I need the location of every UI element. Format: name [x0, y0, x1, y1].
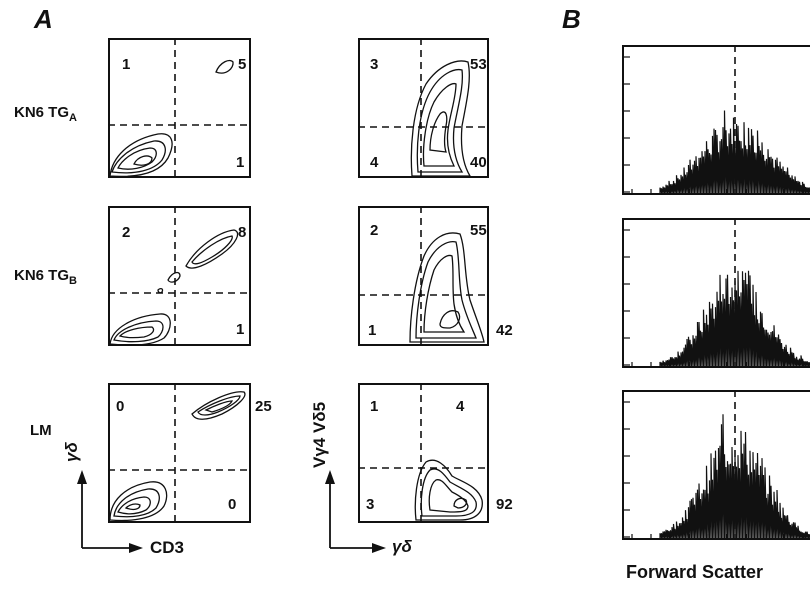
- plot-col2-row1: [358, 38, 489, 178]
- quadrant-value: 55: [470, 222, 487, 239]
- quadrant-value: 1: [236, 321, 245, 338]
- histogram-trace: [659, 110, 810, 194]
- panel-letter-b: B: [562, 4, 581, 34]
- quadrant-value: 3: [370, 56, 379, 73]
- quadrant-value: 2: [122, 224, 131, 241]
- quadrant-value: 0: [228, 496, 237, 513]
- quadrant-value: 3: [366, 496, 375, 513]
- quadrant-value: 4: [456, 398, 465, 415]
- quadrant-value: 1: [370, 398, 379, 415]
- histogram-trace: [659, 414, 810, 539]
- quadrant-value: 1: [236, 154, 245, 171]
- col1-y-axis-label: γδ: [62, 442, 81, 462]
- plot-col1-row2: [108, 206, 251, 346]
- quadrant-value: 1: [368, 322, 377, 339]
- quadrant-value: 92: [496, 496, 513, 513]
- histogram-row1: [622, 45, 810, 195]
- quadrant-value: 25: [255, 398, 272, 415]
- col3-x-axis-label: Forward Scatter: [626, 562, 764, 582]
- quadrant-value: 1: [122, 56, 131, 73]
- panel-letter-a: A: [34, 4, 53, 34]
- plot-col1-row3: [108, 383, 251, 523]
- quadrant-value: 53: [470, 56, 487, 73]
- quadrant-value: 4: [370, 154, 379, 171]
- plot-col1-row1: [108, 38, 251, 178]
- histogram-trace: [659, 270, 810, 367]
- histogram-row2: [622, 218, 810, 368]
- col2-y-axis-label: Vγ4 Vδ5: [310, 401, 329, 468]
- col1-x-axis-label: CD3: [150, 538, 185, 557]
- quadrant-value: 0: [116, 398, 125, 415]
- quadrant-value: 2: [370, 222, 379, 239]
- row-label-kn6-tga: KN6 TGA: [14, 104, 77, 124]
- histogram-row3: [622, 390, 810, 540]
- row-label-kn6-tgb: KN6 TGB: [14, 267, 77, 287]
- quadrant-value: 42: [496, 322, 513, 339]
- quadrant-value: 40: [470, 154, 487, 171]
- col2-x-axis-label: γδ: [392, 537, 412, 556]
- plot-col2-row2: [358, 206, 489, 346]
- quadrant-value: 8: [238, 224, 247, 241]
- row-label-lm: LM: [30, 422, 52, 439]
- quadrant-value: 5: [238, 56, 247, 73]
- plot-col2-row3: [358, 383, 489, 523]
